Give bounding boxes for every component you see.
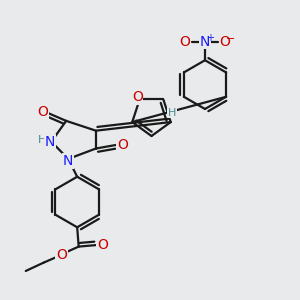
- Text: O: O: [97, 238, 108, 252]
- Text: O: O: [56, 248, 67, 262]
- Text: +: +: [206, 33, 214, 43]
- Text: O: O: [117, 138, 128, 152]
- Text: O: O: [132, 90, 143, 104]
- Text: O: O: [180, 34, 190, 49]
- Text: N: N: [62, 154, 73, 168]
- Text: O: O: [37, 105, 48, 119]
- Text: O: O: [220, 34, 230, 49]
- Text: N: N: [200, 34, 210, 49]
- Text: H: H: [38, 135, 46, 145]
- Text: N: N: [44, 135, 55, 149]
- Text: −: −: [226, 34, 236, 44]
- Text: H: H: [168, 108, 176, 118]
